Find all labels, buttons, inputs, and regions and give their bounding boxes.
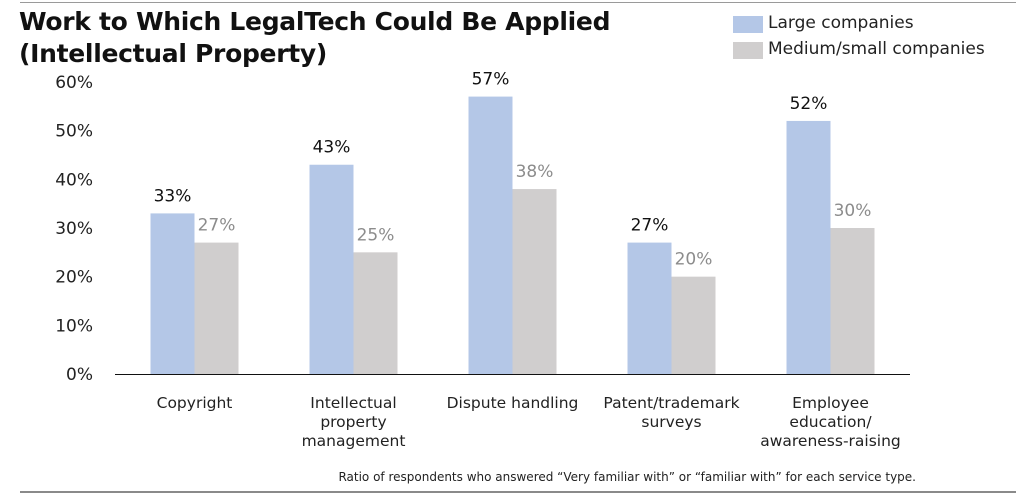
bar-large [786, 120, 831, 374]
bar-medium-small [671, 276, 716, 374]
legend-swatch-medium-small [733, 42, 763, 59]
bar-large [309, 164, 354, 374]
data-label-large: 43% [313, 138, 351, 158]
top-rule [20, 2, 1016, 3]
y-tick-label: 0% [66, 365, 93, 385]
chart-title-line: (Intellectual Property) [19, 39, 328, 68]
bar-large [627, 242, 672, 374]
y-tick-label: 60% [55, 73, 93, 93]
data-label-large: 52% [790, 94, 828, 114]
data-label-large: 33% [154, 186, 192, 206]
footnote: Ratio of respondents who answered “Very … [338, 470, 916, 484]
y-tick-label: 10% [55, 316, 93, 336]
bottom-rule [20, 491, 1016, 493]
bar-medium-small [194, 242, 239, 374]
bar-large [150, 213, 195, 374]
data-label-large: 57% [472, 70, 510, 90]
bar-medium-small [353, 252, 398, 374]
data-label-medium-small: 25% [357, 225, 395, 245]
x-tick-label: Employee education/ awareness-raising [760, 394, 901, 450]
data-label-medium-small: 30% [834, 201, 872, 221]
data-label-large: 27% [631, 216, 669, 236]
bar-large [468, 96, 513, 374]
x-tick-label: Dispute handling [446, 394, 579, 412]
y-tick-label: 50% [55, 122, 93, 142]
chart-title-line: Work to Which LegalTech Could Be Applied [19, 7, 611, 36]
legend-swatch-large [733, 16, 763, 33]
bar-medium-small [512, 189, 557, 374]
data-label-medium-small: 38% [516, 162, 554, 182]
bar-medium-small [830, 228, 875, 374]
y-tick-label: 40% [55, 170, 93, 190]
x-tick-label: Patent/trademark surveys [603, 394, 740, 431]
data-label-medium-small: 27% [198, 216, 236, 236]
chart-title: Work to Which LegalTech Could Be Applied… [19, 6, 659, 70]
legend-label-large: Large companies [768, 13, 914, 33]
y-tick-label: 20% [55, 268, 93, 288]
y-tick-label: 30% [55, 219, 93, 239]
data-label-medium-small: 20% [675, 250, 713, 270]
x-tick-label: Copyright [156, 394, 233, 412]
legend-label-medium-small: Medium/small companies [768, 39, 985, 59]
x-tick-label: Intellectual property management [301, 394, 406, 450]
